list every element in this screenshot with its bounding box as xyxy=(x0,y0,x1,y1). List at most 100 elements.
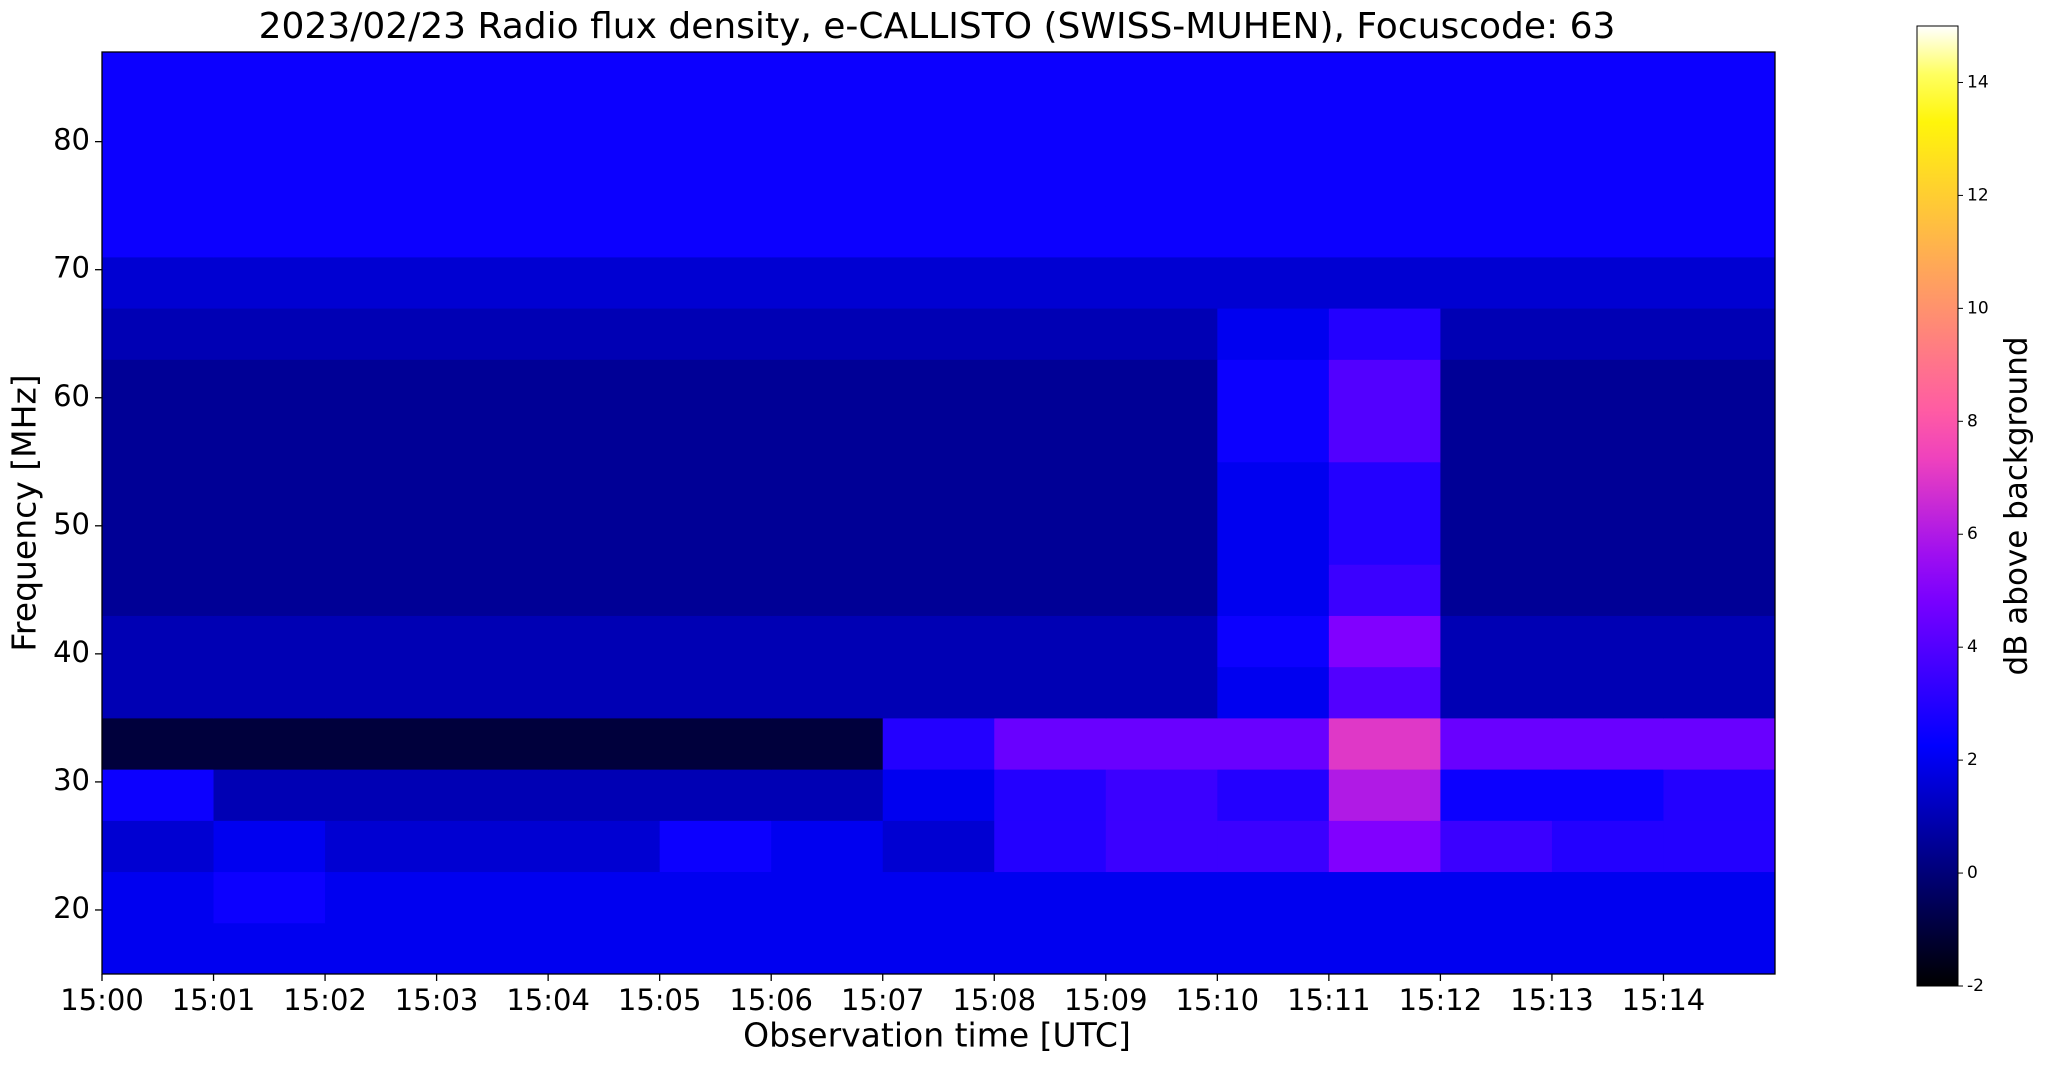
heatmap-cell xyxy=(1328,513,1441,565)
heatmap-cell xyxy=(1663,769,1776,821)
heatmap-cell xyxy=(1440,769,1553,821)
x-tick-label: 15:08 xyxy=(952,983,1036,1017)
heatmap-cell xyxy=(213,666,326,719)
heatmap-cell xyxy=(1328,871,1441,924)
y-axis-label: Frequency [MHz] xyxy=(5,374,44,651)
y-tick-label: 70 xyxy=(53,251,90,285)
heatmap-cell xyxy=(213,820,326,873)
heatmap-cell xyxy=(548,666,661,719)
heatmap-cell xyxy=(1105,154,1218,207)
heatmap-cell xyxy=(659,820,772,873)
heatmap-cell xyxy=(659,410,772,463)
heatmap-cell xyxy=(771,154,884,207)
heatmap-cell xyxy=(1440,871,1553,924)
heatmap-cell xyxy=(213,308,326,360)
y-tick-label: 60 xyxy=(53,379,90,413)
heatmap-cell xyxy=(1217,666,1330,719)
heatmap-cell xyxy=(1551,615,1664,668)
heatmap-cell xyxy=(1105,103,1218,155)
heatmap-cell xyxy=(1663,410,1776,463)
heatmap-cell xyxy=(102,922,215,975)
heatmap-cell xyxy=(1551,666,1664,719)
heatmap-cell xyxy=(436,820,549,873)
heatmap-cell xyxy=(771,308,884,360)
heatmap-cell xyxy=(436,717,549,770)
heatmap-cell xyxy=(436,52,549,104)
heatmap-cell xyxy=(325,103,438,155)
heatmap-cell xyxy=(436,154,549,207)
heatmap-cell xyxy=(1217,410,1330,463)
heatmap-cell xyxy=(213,564,326,616)
heatmap-cell xyxy=(436,359,549,412)
heatmap-cell xyxy=(1440,717,1553,770)
heatmap-cell xyxy=(771,513,884,565)
heatmap-cell xyxy=(1328,359,1441,412)
heatmap-cell xyxy=(102,154,215,207)
heatmap-cell xyxy=(1105,871,1218,924)
heatmap-cell xyxy=(102,359,215,412)
heatmap-cell xyxy=(102,410,215,463)
heatmap-cell xyxy=(325,666,438,719)
heatmap-cell xyxy=(1328,769,1441,821)
heatmap-cell xyxy=(1663,717,1776,770)
heatmap-cell xyxy=(436,564,549,616)
heatmap-cell xyxy=(882,359,995,412)
heatmap-cell xyxy=(548,103,661,155)
heatmap-cell xyxy=(994,769,1107,821)
plot-frame xyxy=(101,51,1776,975)
colorbar xyxy=(1916,25,1959,987)
heatmap-cell xyxy=(213,513,326,565)
heatmap-cell xyxy=(1663,52,1776,104)
heatmap-cell xyxy=(213,410,326,463)
heatmap-cell xyxy=(102,769,215,821)
y-tick-label: 50 xyxy=(53,507,90,541)
heatmap-cell xyxy=(1328,564,1441,616)
heatmap-cell xyxy=(659,615,772,668)
heatmap-cell xyxy=(1105,769,1218,821)
heatmap-cell xyxy=(325,615,438,668)
heatmap-cell xyxy=(1217,820,1330,873)
heatmap-cell xyxy=(548,154,661,207)
y-tick-label: 30 xyxy=(53,763,90,797)
heatmap-cell xyxy=(994,359,1107,412)
heatmap-cell xyxy=(1440,410,1553,463)
heatmap-cell xyxy=(325,820,438,873)
heatmap-cell xyxy=(1440,205,1553,258)
heatmap-cell xyxy=(771,461,884,514)
heatmap-cell xyxy=(771,103,884,155)
colorbar-tick-label: 10 xyxy=(1967,298,1989,318)
heatmap-cell xyxy=(213,52,326,104)
heatmap-cell xyxy=(659,717,772,770)
heatmap-cell xyxy=(994,410,1107,463)
heatmap-cell xyxy=(771,205,884,258)
heatmap-cell xyxy=(548,52,661,104)
heatmap-cell xyxy=(882,154,995,207)
heatmap-cell xyxy=(1440,256,1553,309)
heatmap-cell xyxy=(1105,308,1218,360)
heatmap-cell xyxy=(102,461,215,514)
heatmap-cell xyxy=(1551,52,1664,104)
heatmap-cell xyxy=(882,461,995,514)
heatmap-cell xyxy=(1440,359,1553,412)
heatmap-cell xyxy=(436,256,549,309)
heatmap-cell xyxy=(436,205,549,258)
heatmap-cell xyxy=(1328,820,1441,873)
heatmap-cell xyxy=(436,666,549,719)
colorbar-tick-label: 6 xyxy=(1967,524,1978,544)
heatmap-cell xyxy=(548,820,661,873)
heatmap-cell xyxy=(994,205,1107,258)
heatmap-cell xyxy=(1663,256,1776,309)
x-tick-label: 15:13 xyxy=(1510,983,1594,1017)
heatmap-cell xyxy=(548,513,661,565)
heatmap-cell xyxy=(1328,154,1441,207)
heatmap-cell xyxy=(436,410,549,463)
heatmap-cell xyxy=(213,154,326,207)
heatmap-cell xyxy=(1663,461,1776,514)
heatmap-cell xyxy=(1105,256,1218,309)
heatmap-cell xyxy=(102,103,215,155)
heatmap-cell xyxy=(771,922,884,975)
x-tick-label: 15:12 xyxy=(1399,983,1483,1017)
heatmap-cell xyxy=(1663,154,1776,207)
heatmap-cell xyxy=(994,154,1107,207)
